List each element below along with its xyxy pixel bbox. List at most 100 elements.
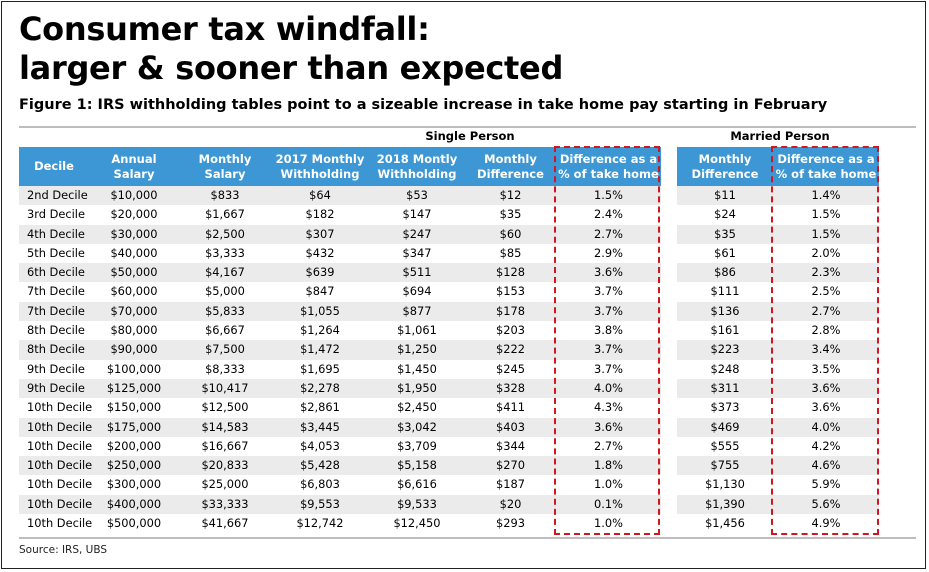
cell-married-pct-take-home: 1.4%	[773, 186, 879, 206]
cell-monthly-difference: $203	[465, 321, 556, 341]
cell-married-pct-take-home: 2.5%	[773, 282, 879, 302]
cell-annual-salary: $100,000	[89, 359, 179, 379]
cell-pct-take-home: 3.6%	[556, 417, 661, 437]
cell-married-pct-take-home: 2.8%	[773, 321, 879, 341]
cell-married-monthly-difference: $111	[677, 282, 773, 302]
cell-withholding-2017: $182	[271, 205, 369, 225]
cell-decile: 7th Decile	[19, 282, 89, 302]
cell-monthly-difference: $85	[465, 243, 556, 264]
cell-withholding-2017: $1,264	[271, 321, 369, 341]
cell-monthly-difference: $153	[465, 282, 556, 302]
table-row: $1,456 4.9%	[677, 514, 879, 534]
cell-withholding-2017: $4,053	[271, 436, 369, 457]
table-row: 9th Decile $125,000 $10,417 $2,278 $1,950 $32…	[19, 378, 661, 399]
cell-married-monthly-difference: $35	[677, 224, 773, 244]
cell-annual-salary: $40,000	[89, 243, 179, 264]
table-row: $61 2.0%	[677, 243, 879, 264]
cell-withholding-2018: $2,450	[369, 398, 465, 418]
cell-pct-take-home: 1.8%	[556, 456, 661, 476]
single-person-label: Single Person	[425, 129, 515, 143]
table-row: $111 2.5%	[677, 282, 879, 302]
cell-pct-take-home: 2.9%	[556, 243, 661, 264]
cell-monthly-difference: $12	[465, 186, 556, 206]
cell-withholding-2017: $307	[271, 224, 369, 244]
single-header-row: Decile Annual Salary Monthly Salary 2017 Mo…	[19, 147, 661, 186]
married-col-header-pct-take-home: Difference as a % of take home	[773, 147, 879, 186]
cell-annual-salary: $400,000	[89, 494, 179, 515]
table-row: 4th Decile $30,000 $2,500 $307 $247 $60 2.7%	[19, 224, 661, 244]
cell-withholding-2018: $1,950	[369, 378, 465, 399]
cell-decile: 10th Decile	[19, 475, 92, 495]
cell-monthly-difference: $403	[465, 417, 556, 437]
table-row: $223 3.4%	[677, 340, 879, 360]
cell-married-pct-take-home: 1.5%	[773, 205, 879, 225]
cell-withholding-2018: $694	[369, 282, 465, 302]
single-col-header-withholding-2017: 2017 Monthly Withholding	[271, 147, 369, 186]
cell-married-monthly-difference: $24	[677, 205, 773, 225]
cell-married-pct-take-home: 3.6%	[773, 398, 879, 418]
cell-withholding-2018: $877	[369, 301, 465, 322]
cell-monthly-salary: $12,500	[179, 398, 271, 418]
table-row: $11 1.4%	[677, 186, 879, 206]
cell-married-monthly-difference: $86	[677, 263, 773, 283]
single-col-header-pct-take-home: Difference as a % of take home	[556, 147, 661, 186]
cell-decile: 10th Decile	[19, 456, 92, 476]
cell-monthly-salary: $1,667	[179, 205, 271, 225]
cell-monthly-salary: $7,500	[179, 340, 271, 360]
cell-married-pct-take-home: 4.0%	[773, 417, 879, 437]
cell-decile: 10th Decile	[19, 398, 92, 418]
cell-monthly-salary: $6,667	[179, 321, 271, 341]
cell-decile: 10th Decile	[19, 417, 92, 437]
cell-married-monthly-difference: $555	[677, 436, 773, 457]
cell-decile: 10th Decile	[19, 436, 92, 457]
cell-pct-take-home: 2.4%	[556, 205, 661, 225]
cell-withholding-2018: $247	[369, 224, 465, 244]
single-col-header-annual-salary: Annual Salary	[89, 147, 179, 186]
table-row: $24 1.5%	[677, 205, 879, 225]
cell-monthly-difference: $35	[465, 205, 556, 225]
cell-pct-take-home: 1.0%	[556, 475, 661, 495]
cell-annual-salary: $150,000	[89, 398, 179, 418]
cell-withholding-2017: $12,742	[271, 514, 369, 534]
cell-monthly-salary: $833	[179, 186, 271, 206]
cell-monthly-difference: $270	[465, 456, 556, 476]
cell-decile: 10th Decile	[19, 514, 92, 534]
cell-annual-salary: $10,000	[89, 186, 179, 206]
table-row: $1,130 5.9%	[677, 475, 879, 495]
table-row: 5th Decile $40,000 $3,333 $432 $347 $85 2.9%	[19, 243, 661, 264]
cell-withholding-2017: $2,278	[271, 378, 369, 399]
cell-monthly-salary: $2,500	[179, 224, 271, 244]
cell-married-monthly-difference: $755	[677, 456, 773, 476]
cell-decile: 8th Decile	[19, 321, 89, 341]
table-row: $35 1.5%	[677, 224, 879, 244]
table-row: $161 2.8%	[677, 321, 879, 341]
married-col-header-monthly-difference: Monthly Difference	[677, 147, 773, 186]
cell-annual-salary: $30,000	[89, 224, 179, 244]
cell-annual-salary: $80,000	[89, 321, 179, 341]
cell-pct-take-home: 4.0%	[556, 378, 661, 399]
table-row: $136 2.7%	[677, 301, 879, 322]
cell-withholding-2017: $1,695	[271, 359, 369, 379]
cell-married-monthly-difference: $248	[677, 359, 773, 379]
cell-married-monthly-difference: $469	[677, 417, 773, 437]
table-row: $248 3.5%	[677, 359, 879, 379]
cell-withholding-2018: $9,533	[369, 494, 465, 515]
cell-pct-take-home: 3.8%	[556, 321, 661, 341]
cell-withholding-2018: $1,061	[369, 321, 465, 341]
cell-monthly-salary: $41,667	[179, 514, 271, 534]
cell-withholding-2018: $1,450	[369, 359, 465, 379]
cell-monthly-difference: $60	[465, 224, 556, 244]
cell-married-monthly-difference: $61	[677, 243, 773, 264]
cell-annual-salary: $300,000	[89, 475, 179, 495]
cell-decile: 2nd Decile	[19, 186, 89, 206]
table-row: 6th Decile $50,000 $4,167 $639 $511 $128 3.6%	[19, 263, 661, 283]
cell-married-pct-take-home: 5.9%	[773, 475, 879, 495]
cell-monthly-salary: $8,333	[179, 359, 271, 379]
cell-withholding-2017: $639	[271, 263, 369, 283]
cell-withholding-2017: $1,472	[271, 340, 369, 360]
cell-withholding-2018: $3,042	[369, 417, 465, 437]
cell-pct-take-home: 3.7%	[556, 301, 661, 322]
married-person-table: Monthly Difference Difference as a % of t…	[677, 147, 879, 534]
single-col-header-withholding-2018: 2018 Montly Withholding	[369, 147, 465, 186]
cell-monthly-difference: $178	[465, 301, 556, 322]
